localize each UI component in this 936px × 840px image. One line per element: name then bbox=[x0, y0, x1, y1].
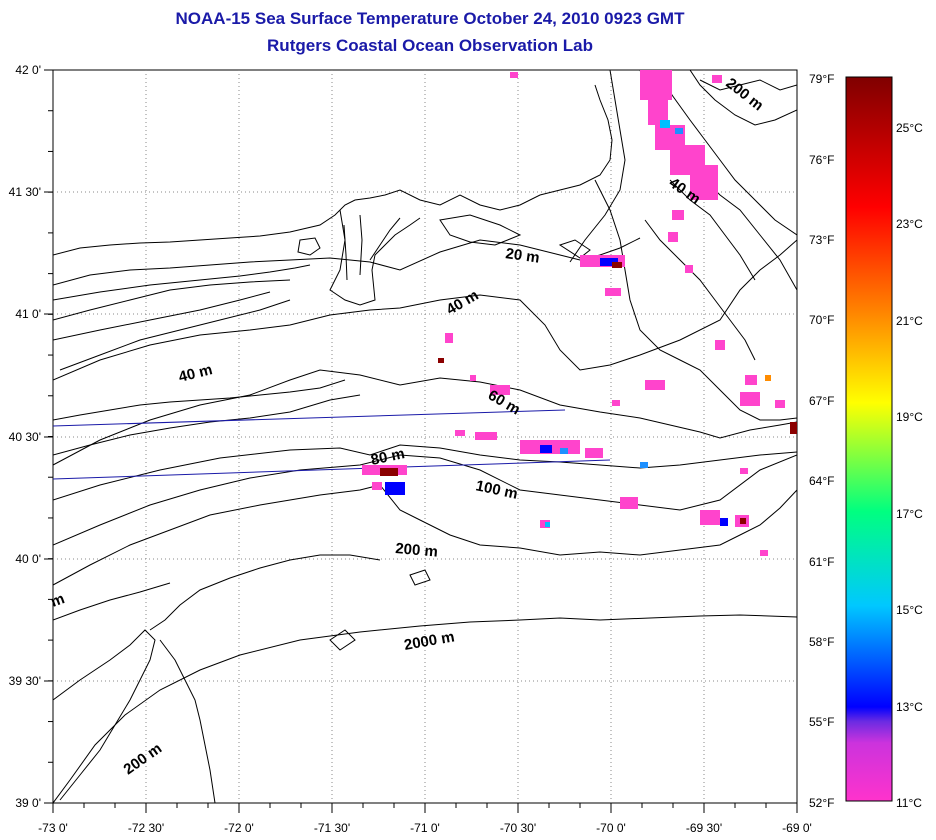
c-label: 19°C bbox=[896, 410, 923, 424]
longitude-labels: -73 0' -72 30' -72 0' -71 30' -71 0' -70… bbox=[38, 821, 812, 835]
c-label: 13°C bbox=[896, 700, 923, 714]
c-label: 17°C bbox=[896, 507, 923, 521]
f-label: 70°F bbox=[809, 313, 834, 327]
f-label: 58°F bbox=[809, 635, 834, 649]
sst-pixels bbox=[362, 70, 797, 556]
lon-label: -69 30' bbox=[686, 821, 722, 835]
c-label: 21°C bbox=[896, 314, 923, 328]
f-label: 76°F bbox=[809, 153, 834, 167]
lon-label: -69 0' bbox=[782, 821, 812, 835]
lon-label: -72 30' bbox=[128, 821, 164, 835]
contour-label-80m: 80 m bbox=[369, 445, 406, 469]
f-label: 64°F bbox=[809, 474, 834, 488]
lon-label: -70 0' bbox=[596, 821, 626, 835]
f-label: 79°F bbox=[809, 72, 834, 86]
c-label: 11°C bbox=[896, 796, 922, 810]
lat-label: 42 0' bbox=[15, 63, 41, 77]
c-label: 23°C bbox=[896, 217, 923, 231]
map-title: NOAA-15 Sea Surface Temperature October … bbox=[175, 9, 685, 28]
lat-label: 40 30' bbox=[9, 430, 41, 444]
lat-label: 41 0' bbox=[15, 307, 41, 321]
f-label: 61°F bbox=[809, 555, 834, 569]
f-label: 55°F bbox=[809, 715, 834, 729]
lon-label: -72 0' bbox=[224, 821, 254, 835]
lat-label: 41 30' bbox=[9, 185, 41, 199]
lat-label: 39 30' bbox=[9, 674, 41, 688]
f-label: 52°F bbox=[809, 796, 834, 810]
colorbar bbox=[845, 76, 893, 802]
contour-lines bbox=[53, 70, 797, 803]
latitude-labels: 42 0' 41 30' 41 0' 40 30' 40 0' 39 30' 3… bbox=[9, 63, 41, 810]
lon-label: -73 0' bbox=[38, 821, 68, 835]
lon-label: -71 30' bbox=[314, 821, 350, 835]
contour-label-edge: m bbox=[49, 590, 67, 611]
map-subtitle: Rutgers Coastal Ocean Observation Lab bbox=[267, 36, 593, 55]
lat-label: 40 0' bbox=[15, 552, 41, 566]
lon-label: -70 30' bbox=[500, 821, 536, 835]
contour-label-20m: 20 m bbox=[504, 245, 540, 267]
f-label: 67°F bbox=[809, 394, 834, 408]
transect-lines bbox=[53, 409, 611, 480]
colorbar-fahrenheit-labels: 79°F 76°F 73°F 70°F 67°F 64°F 61°F 58°F … bbox=[809, 72, 834, 810]
c-label: 15°C bbox=[896, 603, 923, 617]
contour-label-200m-mid: 200 m bbox=[395, 540, 439, 561]
lon-label: -71 0' bbox=[410, 821, 440, 835]
minor-ticks bbox=[48, 69, 798, 808]
colorbar-celsius-labels: 25°C 23°C 21°C 19°C 17°C 15°C 13°C 11°C bbox=[896, 121, 923, 810]
f-label: 73°F bbox=[809, 233, 834, 247]
lat-label: 39 0' bbox=[15, 796, 41, 810]
c-label: 25°C bbox=[896, 121, 923, 135]
